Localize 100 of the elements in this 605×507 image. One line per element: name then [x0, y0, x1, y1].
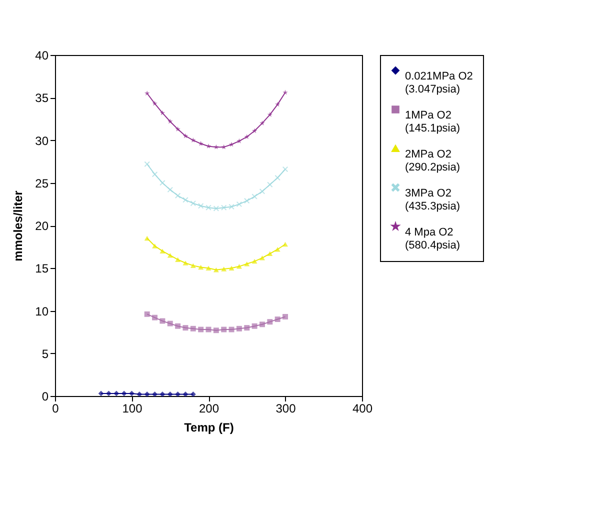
point	[213, 328, 219, 334]
point	[167, 252, 173, 258]
point	[168, 118, 173, 124]
point	[236, 264, 242, 269]
point	[144, 90, 150, 96]
point	[252, 258, 258, 264]
y-tick-label: 40	[35, 48, 49, 62]
point	[259, 256, 265, 260]
point	[198, 326, 204, 332]
point	[221, 204, 227, 210]
point	[274, 316, 280, 322]
point	[198, 203, 204, 209]
point	[167, 392, 173, 398]
legend-label: 0.021MPa O2 (3.047psia)	[405, 70, 473, 96]
point	[182, 197, 188, 203]
point	[267, 182, 273, 188]
point	[244, 198, 250, 204]
point	[190, 263, 196, 268]
point	[160, 248, 166, 254]
point	[267, 319, 273, 325]
point	[182, 260, 188, 266]
point	[144, 161, 150, 167]
point	[167, 186, 173, 192]
point	[152, 314, 158, 320]
point	[182, 325, 188, 331]
point	[282, 242, 288, 247]
point	[282, 90, 288, 95]
point	[236, 326, 242, 332]
point	[228, 266, 234, 270]
point	[274, 175, 280, 180]
point	[136, 392, 142, 398]
point	[213, 206, 219, 212]
point	[144, 311, 150, 317]
point	[252, 194, 258, 200]
y-tick-label: 35	[35, 91, 49, 106]
point	[175, 392, 181, 398]
point	[129, 390, 134, 396]
x-tick-label: 400	[352, 402, 373, 416]
point	[121, 390, 127, 396]
point	[190, 138, 196, 142]
point	[175, 192, 181, 198]
point	[160, 110, 166, 116]
x-tick-label: 300	[276, 402, 296, 416]
point	[236, 201, 242, 207]
x-tick-label: 0	[52, 402, 60, 416]
point	[213, 267, 219, 272]
point	[214, 144, 219, 150]
point	[260, 120, 265, 126]
point	[152, 172, 158, 178]
point	[244, 261, 250, 266]
point	[228, 326, 234, 332]
point	[190, 392, 196, 398]
point	[206, 204, 212, 210]
point	[175, 257, 181, 262]
legend-label: 4 Mpa O2 (580.4psia)	[405, 226, 460, 252]
point	[144, 392, 150, 398]
y-tick-label: 10	[35, 304, 49, 318]
point	[228, 142, 234, 147]
point	[221, 326, 227, 332]
point	[167, 320, 173, 326]
point	[282, 314, 288, 320]
point	[259, 188, 265, 194]
point	[182, 392, 188, 398]
point	[160, 180, 166, 186]
point	[160, 318, 166, 324]
x-tick-label: 200	[198, 402, 220, 416]
point	[114, 390, 120, 396]
point	[274, 102, 280, 107]
point	[252, 323, 258, 329]
point	[206, 266, 212, 270]
x-tick-label: 100	[122, 402, 143, 416]
point	[244, 134, 250, 140]
point	[198, 140, 204, 146]
point	[160, 392, 166, 398]
y-axis-title: mmoles/liter	[11, 190, 26, 262]
point	[267, 112, 272, 117]
y-tick-label: 30	[35, 134, 49, 148]
point	[244, 325, 250, 331]
point	[267, 251, 273, 256]
point	[259, 322, 265, 328]
point	[236, 138, 242, 144]
legend-label: 2MPa O2 (290.2psia)	[405, 148, 460, 174]
point	[221, 144, 226, 150]
x-axis-title: Temp (F)	[184, 420, 234, 434]
legend-label: 1MPa O2 (145.1psia)	[405, 110, 460, 134]
point	[144, 236, 150, 241]
point	[190, 200, 196, 206]
point	[152, 392, 158, 398]
y-tick-label: 25	[35, 176, 49, 190]
point	[182, 133, 188, 138]
y-tick-label: 5	[42, 346, 49, 361]
point	[175, 323, 181, 329]
point	[152, 244, 158, 248]
point	[282, 166, 288, 172]
y-tick-label: 20	[35, 219, 49, 233]
point	[175, 126, 180, 132]
point	[98, 390, 104, 396]
y-tick-label: 0	[42, 390, 49, 404]
point	[252, 128, 258, 134]
point	[198, 264, 204, 270]
